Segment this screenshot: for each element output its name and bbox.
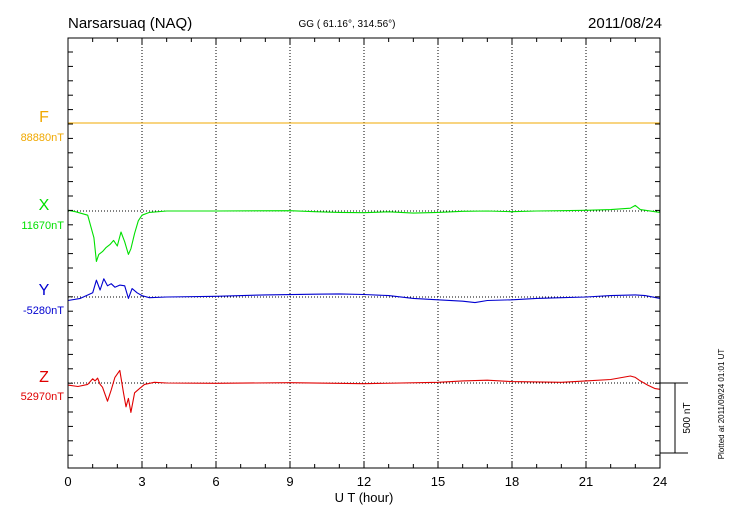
tick-marks [67, 38, 661, 468]
series-name-f: F [39, 109, 49, 126]
grid-lines [141, 38, 587, 468]
station-title: Narsarsuaq (NAQ) [68, 15, 192, 32]
series-baseline-x: 11670nT [21, 220, 64, 232]
scale-bar-label: 500 nT [682, 402, 693, 433]
x-axis-label: U T (hour) [335, 490, 394, 505]
series-baseline-z: 52970nT [21, 391, 65, 403]
series-name-x: X [39, 197, 50, 214]
x-tick-label-24: 24 [653, 474, 667, 489]
x-tick-label-9: 9 [286, 474, 293, 489]
series-baseline-y: -5280nT [23, 305, 64, 317]
station-coordinates: GG ( 61.16°, 314.56°) [299, 19, 396, 30]
x-tick-label-15: 15 [431, 474, 445, 489]
series-lines [67, 122, 661, 413]
x-tick-label-12: 12 [357, 474, 371, 489]
x-tick-label-21: 21 [579, 474, 593, 489]
x-tick-label-3: 3 [138, 474, 145, 489]
series-labels: F 88880nT X 11670nT Y -5280nT Z 52970nT [21, 109, 65, 403]
x-tick-label-18: 18 [505, 474, 519, 489]
series-name-z: Z [39, 369, 49, 386]
series-name-y: Y [39, 282, 50, 299]
x-tick-labels: 0 3 6 9 12 15 18 21 24 [64, 474, 667, 489]
x-tick-label-0: 0 [64, 474, 71, 489]
plotted-timestamp: Plotted at 2011/09/24 01:01 UT [717, 349, 726, 460]
series-line-x [67, 204, 661, 262]
observation-date: 2011/08/24 [588, 15, 662, 32]
series-line-z [67, 369, 661, 413]
scale-bar: 500 nT [660, 382, 693, 454]
plot-frame [67, 37, 661, 469]
series-line-y [67, 278, 661, 304]
series-baseline-f: 88880nT [21, 132, 65, 144]
x-tick-label-6: 6 [212, 474, 219, 489]
